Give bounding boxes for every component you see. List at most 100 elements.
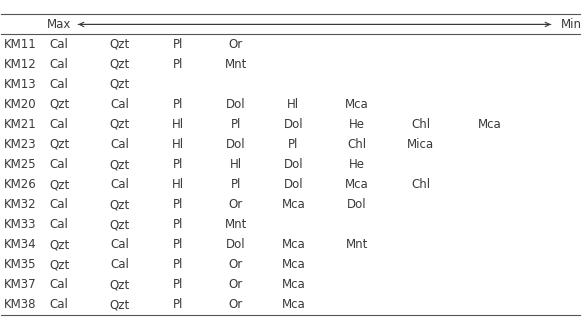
Text: Chl: Chl bbox=[411, 178, 430, 191]
Text: Dol: Dol bbox=[226, 138, 245, 151]
Text: Qzt: Qzt bbox=[49, 98, 69, 111]
Text: KM11: KM11 bbox=[4, 38, 37, 51]
Text: Or: Or bbox=[228, 198, 242, 211]
Text: Mnt: Mnt bbox=[346, 238, 368, 251]
Text: Pl: Pl bbox=[288, 138, 299, 151]
Text: KM35: KM35 bbox=[4, 258, 37, 271]
Text: Cal: Cal bbox=[50, 278, 69, 291]
Text: —: — bbox=[338, 19, 348, 29]
Text: Mca: Mca bbox=[282, 258, 305, 271]
Text: Cal: Cal bbox=[50, 158, 69, 171]
Text: Cal: Cal bbox=[50, 38, 69, 51]
Text: Pl: Pl bbox=[173, 258, 183, 271]
Text: Qzt: Qzt bbox=[110, 198, 130, 211]
Text: He: He bbox=[349, 118, 365, 131]
Text: Max: Max bbox=[47, 18, 72, 31]
Text: Pl: Pl bbox=[173, 38, 183, 51]
Text: KM25: KM25 bbox=[4, 158, 37, 171]
Text: Cal: Cal bbox=[110, 138, 129, 151]
Text: Hl: Hl bbox=[287, 98, 299, 111]
Text: Cal: Cal bbox=[110, 238, 129, 251]
Text: Mca: Mca bbox=[282, 238, 305, 251]
Text: Qzt: Qzt bbox=[110, 58, 130, 71]
Text: Cal: Cal bbox=[110, 258, 129, 271]
Text: Qzt: Qzt bbox=[49, 238, 69, 251]
Text: Hl: Hl bbox=[171, 178, 184, 191]
Text: He: He bbox=[349, 158, 365, 171]
Text: Qzt: Qzt bbox=[110, 298, 130, 311]
Text: Cal: Cal bbox=[50, 58, 69, 71]
Text: KM32: KM32 bbox=[4, 198, 37, 211]
Text: —: — bbox=[135, 19, 146, 29]
Text: Mnt: Mnt bbox=[224, 218, 247, 231]
Text: Mica: Mica bbox=[407, 138, 434, 151]
Text: Chl: Chl bbox=[348, 138, 366, 151]
Text: Pl: Pl bbox=[173, 238, 183, 251]
Text: Qzt: Qzt bbox=[110, 158, 130, 171]
Text: Dol: Dol bbox=[284, 118, 303, 131]
Text: —: — bbox=[438, 19, 449, 29]
Text: Qzt: Qzt bbox=[110, 118, 130, 131]
Text: KM37: KM37 bbox=[4, 278, 37, 291]
Text: KM26: KM26 bbox=[4, 178, 37, 191]
Text: Mca: Mca bbox=[282, 298, 305, 311]
Text: KM13: KM13 bbox=[4, 78, 37, 91]
Text: Qzt: Qzt bbox=[49, 258, 69, 271]
Text: Hl: Hl bbox=[230, 158, 242, 171]
Text: Dol: Dol bbox=[347, 198, 367, 211]
Text: Cal: Cal bbox=[50, 118, 69, 131]
Text: KM12: KM12 bbox=[4, 58, 37, 71]
Text: Min: Min bbox=[561, 18, 582, 31]
Text: Hl: Hl bbox=[171, 138, 184, 151]
Text: Qzt: Qzt bbox=[110, 38, 130, 51]
Text: Pl: Pl bbox=[173, 298, 183, 311]
Text: —: — bbox=[539, 19, 550, 29]
Text: Or: Or bbox=[228, 298, 242, 311]
Text: Pl: Pl bbox=[173, 198, 183, 211]
Text: Pl: Pl bbox=[173, 58, 183, 71]
Text: Dol: Dol bbox=[226, 238, 245, 251]
Text: Mca: Mca bbox=[282, 198, 305, 211]
Text: Pl: Pl bbox=[173, 218, 183, 231]
Text: KM21: KM21 bbox=[4, 118, 37, 131]
Text: KM38: KM38 bbox=[4, 298, 37, 311]
Text: Qzt: Qzt bbox=[110, 278, 130, 291]
Text: Qzt: Qzt bbox=[110, 78, 130, 91]
Text: Mca: Mca bbox=[345, 98, 369, 111]
Text: Cal: Cal bbox=[110, 98, 129, 111]
Text: Or: Or bbox=[228, 278, 242, 291]
Text: Pl: Pl bbox=[173, 158, 183, 171]
Text: —: — bbox=[85, 19, 95, 29]
Text: Qzt: Qzt bbox=[49, 138, 69, 151]
Text: —: — bbox=[388, 19, 399, 29]
Text: KM23: KM23 bbox=[4, 138, 37, 151]
Text: —: — bbox=[287, 19, 297, 29]
Text: Mca: Mca bbox=[282, 278, 305, 291]
Text: Cal: Cal bbox=[50, 298, 69, 311]
Text: Dol: Dol bbox=[284, 158, 303, 171]
Text: —: — bbox=[237, 19, 247, 29]
Text: Cal: Cal bbox=[50, 198, 69, 211]
Text: Pl: Pl bbox=[230, 118, 241, 131]
Text: Cal: Cal bbox=[110, 178, 129, 191]
Text: Dol: Dol bbox=[226, 98, 245, 111]
Text: —: — bbox=[489, 19, 500, 29]
Text: —: — bbox=[186, 19, 196, 29]
Text: Chl: Chl bbox=[411, 118, 430, 131]
Text: Hl: Hl bbox=[171, 118, 184, 131]
Text: Cal: Cal bbox=[50, 78, 69, 91]
Text: Dol: Dol bbox=[284, 178, 303, 191]
Text: Mca: Mca bbox=[478, 118, 502, 131]
Text: Pl: Pl bbox=[173, 278, 183, 291]
Text: Mca: Mca bbox=[345, 178, 369, 191]
Text: Qzt: Qzt bbox=[110, 218, 130, 231]
Text: KM20: KM20 bbox=[4, 98, 37, 111]
Text: Cal: Cal bbox=[50, 218, 69, 231]
Text: Pl: Pl bbox=[173, 98, 183, 111]
Text: KM33: KM33 bbox=[4, 218, 37, 231]
Text: Pl: Pl bbox=[230, 178, 241, 191]
Text: Or: Or bbox=[228, 38, 242, 51]
Text: Qzt: Qzt bbox=[49, 178, 69, 191]
Text: Mnt: Mnt bbox=[224, 58, 247, 71]
Text: KM34: KM34 bbox=[4, 238, 37, 251]
